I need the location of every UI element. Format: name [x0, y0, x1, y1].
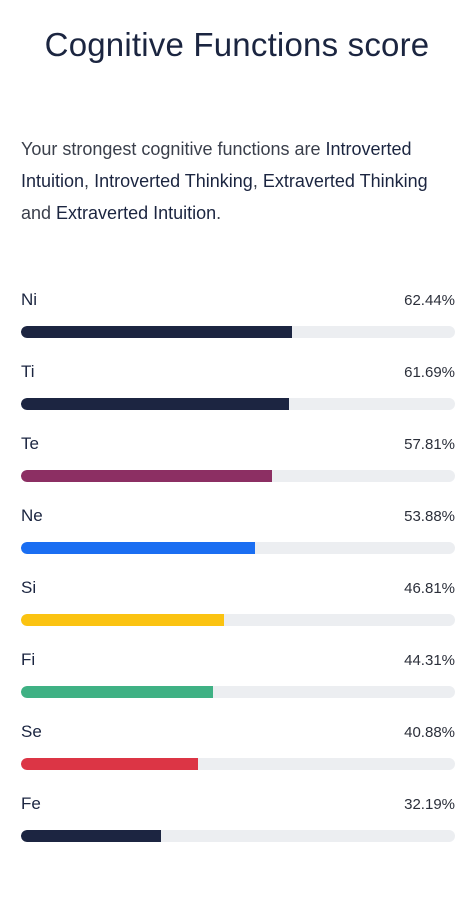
summary-function-1: Introverted Intuition — [21, 139, 412, 191]
summary-text: Your strongest cognitive functions are I… — [21, 133, 461, 229]
summary-end: . — [216, 203, 222, 223]
progress-fill — [21, 470, 272, 482]
function-value: 53.88% — [404, 508, 455, 525]
progress-fill — [21, 542, 255, 554]
progress-track — [21, 542, 455, 554]
progress-fill — [21, 614, 225, 626]
function-label: Te — [21, 434, 39, 453]
function-row-te: Te 57.81% — [21, 434, 455, 506]
function-value: 46.81% — [404, 580, 455, 597]
function-value: 62.44% — [404, 292, 455, 309]
function-value: 61.69% — [404, 364, 455, 381]
summary-intro: Your strongest cognitive functions are — [21, 139, 326, 159]
function-label: Se — [21, 722, 42, 741]
function-row-fe: Fe 32.19% — [21, 794, 455, 866]
progress-fill — [21, 326, 292, 338]
summary-and: and — [21, 203, 57, 223]
function-row-ni: Ni 62.44% — [21, 290, 455, 362]
function-value: 32.19% — [404, 796, 455, 813]
function-value: 57.81% — [404, 436, 455, 453]
function-value: 44.31% — [404, 652, 455, 669]
function-value: 40.88% — [404, 724, 455, 741]
function-row-se: Se 40.88% — [21, 722, 455, 794]
function-row-ne: Ne 53.88% — [21, 506, 455, 578]
summary-separator-2: , — [252, 171, 258, 191]
function-label: Ne — [21, 506, 43, 525]
summary-function-3: Extraverted Thinking — [262, 171, 428, 191]
summary-function-2: Introverted Thinking — [94, 171, 253, 191]
functions-list: Ni 62.44% Ti 61.69% Te 57.81% Ne 53.88% … — [21, 290, 455, 866]
function-row-si: Si 46.81% — [21, 578, 455, 650]
function-label: Fe — [21, 794, 41, 813]
summary-function-4: Extraverted Intuition — [56, 203, 217, 223]
progress-track — [21, 686, 455, 698]
progress-fill — [21, 830, 161, 842]
progress-track — [21, 758, 455, 770]
progress-track — [21, 830, 455, 842]
page-title: Cognitive Functions score — [44, 26, 430, 63]
function-label: Fi — [21, 650, 36, 669]
function-label: Si — [21, 578, 37, 597]
summary-separator-1: , — [84, 171, 95, 191]
function-row-ti: Ti 61.69% — [21, 362, 455, 434]
function-label: Ti — [21, 362, 35, 381]
progress-track — [21, 614, 455, 626]
progress-fill — [21, 758, 199, 770]
progress-track — [21, 398, 455, 410]
progress-fill — [21, 686, 214, 698]
progress-fill — [21, 398, 289, 410]
function-label: Ni — [21, 290, 38, 309]
progress-track — [21, 470, 455, 482]
function-row-fi: Fi 44.31% — [21, 650, 455, 722]
progress-track — [21, 326, 455, 338]
